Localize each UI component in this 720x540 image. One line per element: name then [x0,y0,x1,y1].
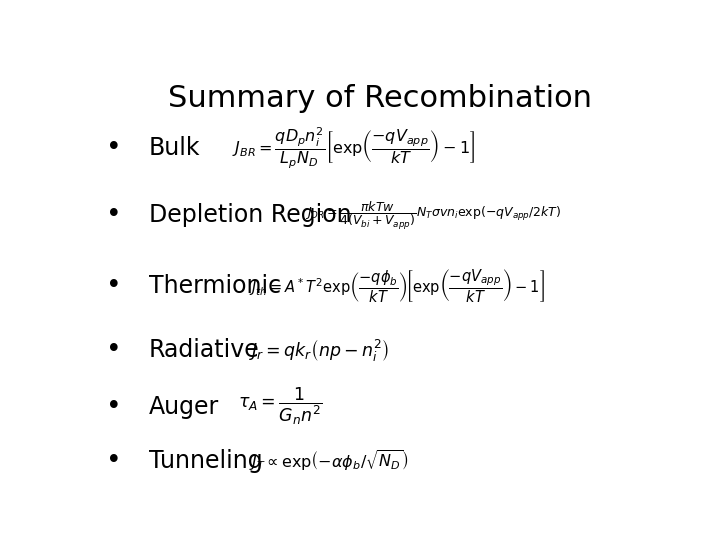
Text: •: • [106,394,121,420]
Text: Auger: Auger [148,395,219,418]
Text: Thermionic: Thermionic [148,274,281,298]
Text: Summary of Recombination: Summary of Recombination [168,84,592,112]
Text: •: • [106,135,121,161]
Text: •: • [106,448,121,474]
Text: Radiative: Radiative [148,338,259,362]
Text: $J_T \propto \exp\!\left(-\alpha\phi_b / \sqrt{N_D}\right)$: $J_T \propto \exp\!\left(-\alpha\phi_b /… [249,449,409,473]
Text: $J_r = qk_r\left(np - n_i^2\right)$: $J_r = qk_r\left(np - n_i^2\right)$ [249,336,389,363]
Text: $J_{th} = A^*T^2\exp\!\left(\dfrac{-q\phi_b}{kT}\right)\!\left[\exp\!\left(\dfra: $J_{th} = A^*T^2\exp\!\left(\dfrac{-q\ph… [249,267,545,305]
Text: $\tau_A = \dfrac{1}{G_n n^2}$: $\tau_A = \dfrac{1}{G_n n^2}$ [238,386,323,427]
Text: •: • [106,273,121,299]
Text: •: • [106,202,121,228]
Text: Depletion Region: Depletion Region [148,204,351,227]
Text: $J_{BR} = \dfrac{qD_p n_i^2}{L_p N_D}\left[\exp\!\left(\dfrac{-qV_{app}}{kT}\rig: $J_{BR} = \dfrac{qD_p n_i^2}{L_p N_D}\le… [233,125,475,171]
Text: Bulk: Bulk [148,136,200,160]
Text: $J_{DR} = \dfrac{\pi kTw}{4(V_{bi}+V_{app})}N_T \sigma v n_i \exp(-qV_{app}/2kT): $J_{DR} = \dfrac{\pi kTw}{4(V_{bi}+V_{ap… [305,199,561,231]
Text: •: • [106,336,121,363]
Text: Tunneling: Tunneling [148,449,262,472]
